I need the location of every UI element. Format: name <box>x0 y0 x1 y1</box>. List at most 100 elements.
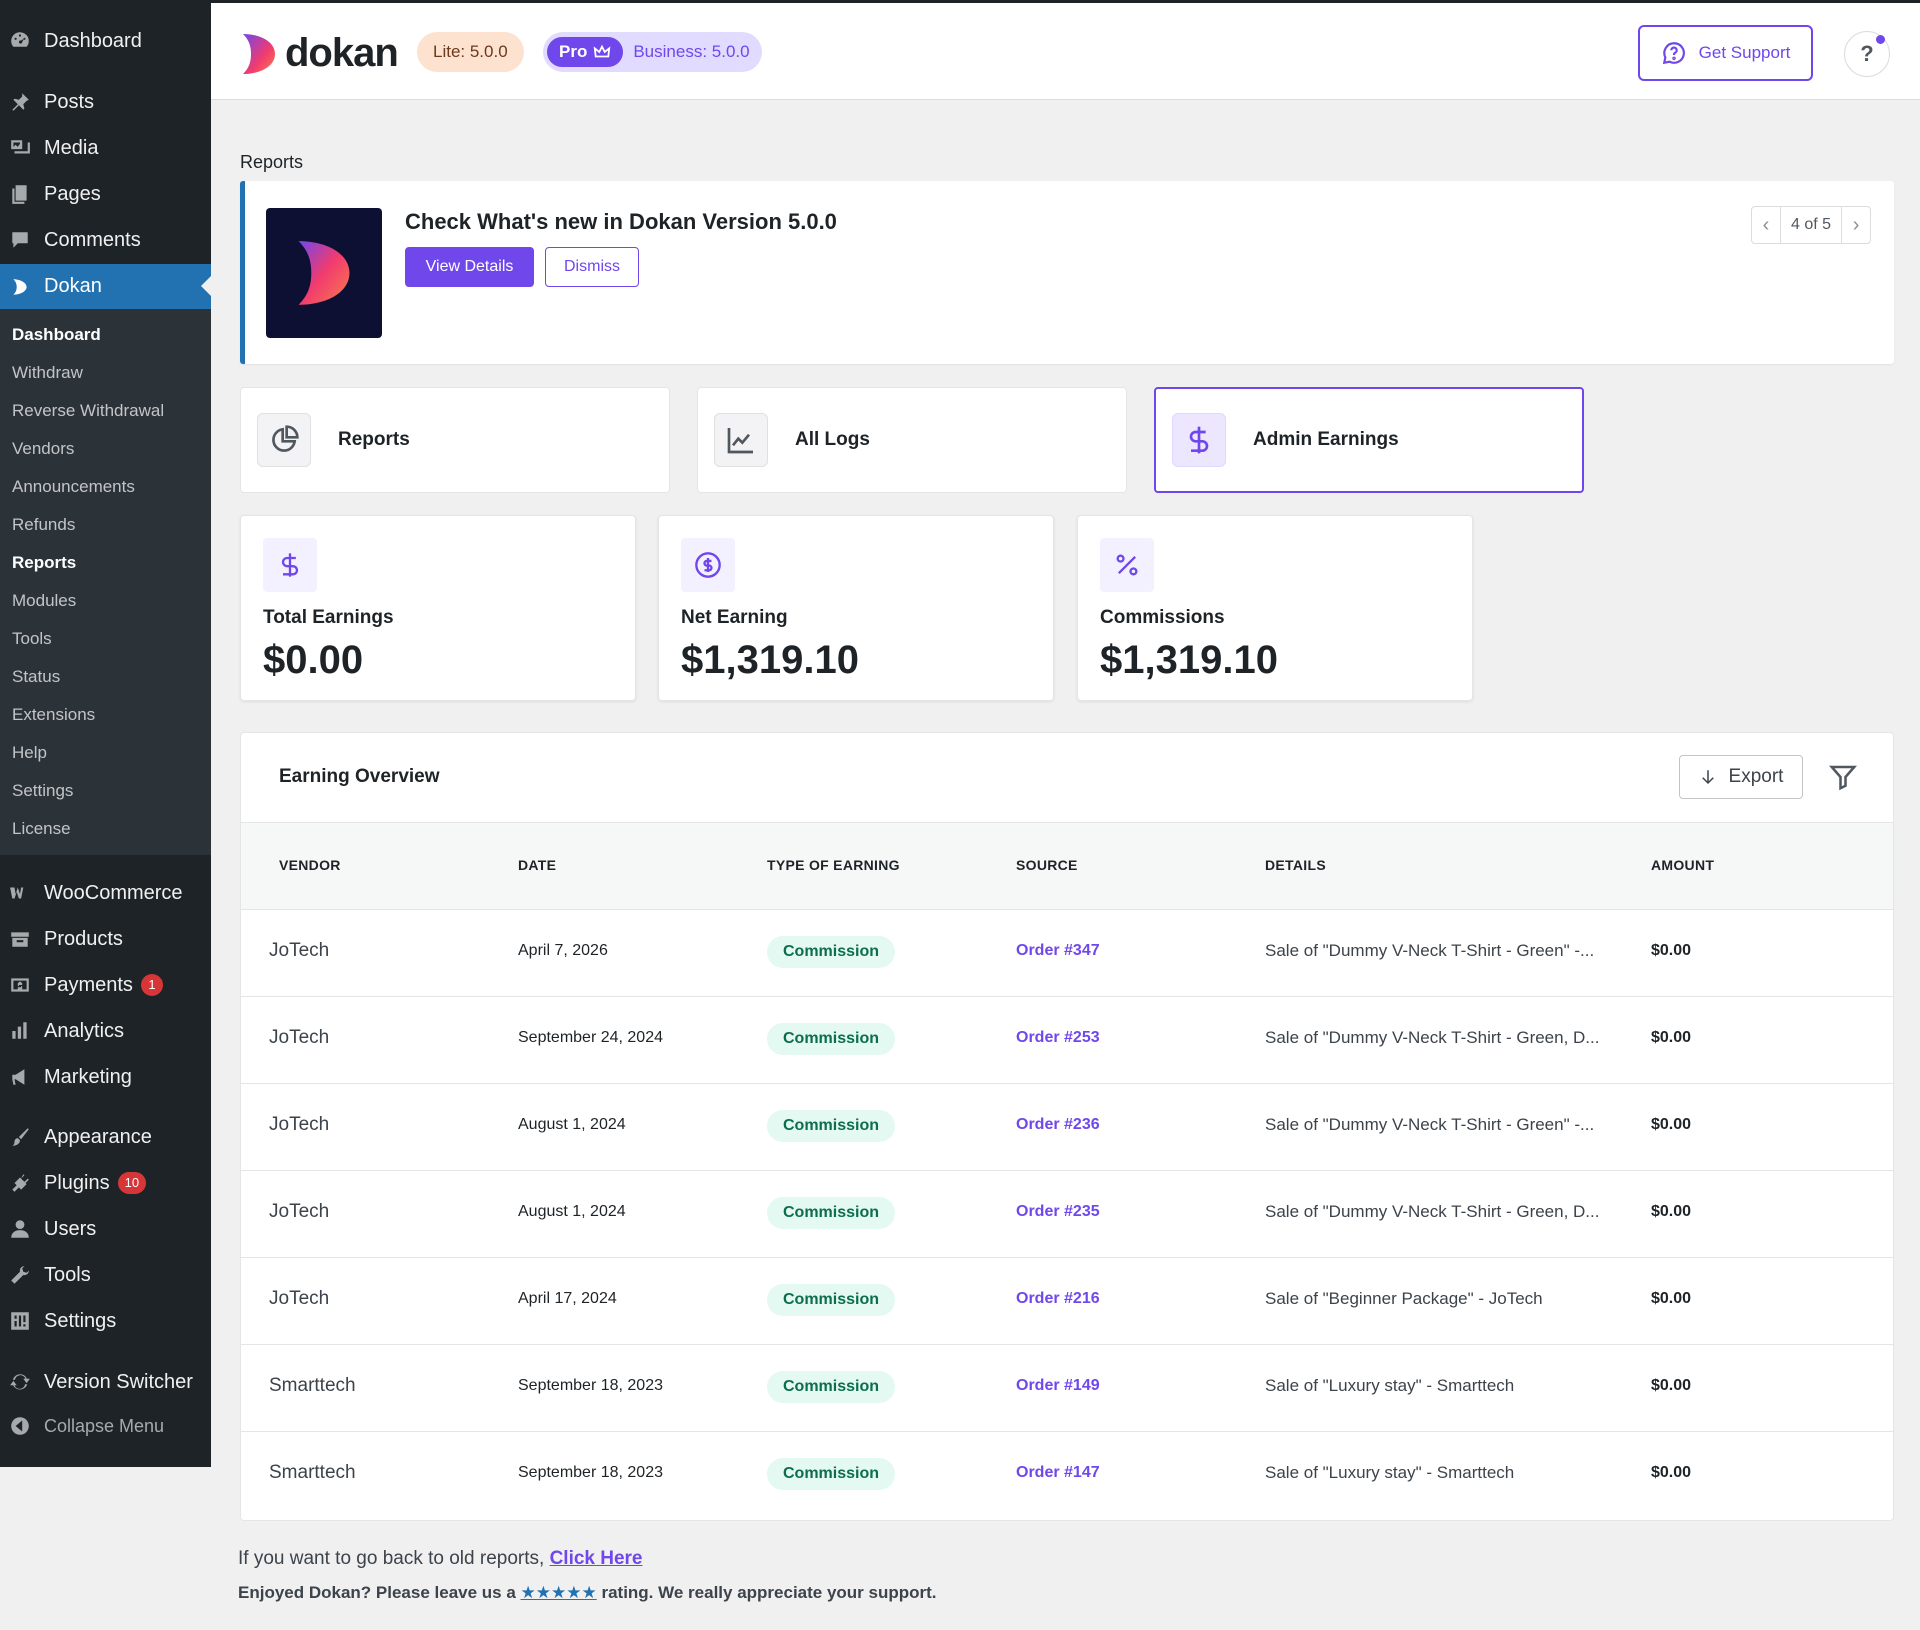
stat-value: $1,319.10 <box>681 638 859 682</box>
megaphone-icon <box>8 1065 32 1089</box>
filter-button[interactable] <box>1828 762 1858 792</box>
pages-icon <box>8 182 32 206</box>
prev-notice-button[interactable]: ‹ <box>1752 207 1780 243</box>
sidebar-item-label: Comments <box>44 228 141 251</box>
earning-type-badge: Commission <box>767 1284 896 1316</box>
submenu-announcements[interactable]: Announcements <box>12 477 135 496</box>
rating-stars-link[interactable]: ★★★★★ <box>520 1583 597 1602</box>
submenu-status[interactable]: Status <box>12 667 61 686</box>
order-link[interactable]: Order #149 <box>1016 1377 1100 1394</box>
order-link[interactable]: Order #147 <box>1016 1464 1100 1481</box>
cell-date: September 24, 2024 <box>518 1029 663 1046</box>
sidebar-item-label: Dokan <box>44 275 102 297</box>
sidebar-item-dashboard[interactable]: Dashboard <box>0 19 211 63</box>
sidebar-item-woocommerce[interactable]: WooCommerce <box>0 871 211 915</box>
earning-type-badge: Commission <box>767 1458 896 1490</box>
column-header-details[interactable]: DETAILS <box>1265 857 1326 873</box>
dokan-logo-icon <box>243 33 275 74</box>
get-support-label: Get Support <box>1698 43 1791 62</box>
dismiss-button[interactable]: Dismiss <box>545 247 639 287</box>
sidebar-item-dokan[interactable]: Dokan <box>0 264 211 309</box>
cell-amount: $0.00 <box>1651 1377 1692 1394</box>
sidebar-item-pages[interactable]: Pages <box>0 172 211 216</box>
order-link[interactable]: Order #347 <box>1016 942 1100 959</box>
column-header-type[interactable]: TYPE OF EARNING <box>767 857 900 873</box>
sidebar-item-posts[interactable]: Posts <box>0 80 211 124</box>
tab-reports[interactable]: Reports <box>240 387 670 493</box>
tab-label: Admin Earnings <box>1253 429 1399 450</box>
tab-admin-earnings[interactable]: Admin Earnings <box>1154 387 1584 493</box>
dokan-logo[interactable]: dokan <box>241 31 399 76</box>
submenu-reverse-withdrawal[interactable]: Reverse Withdrawal <box>12 401 165 420</box>
order-link[interactable]: Order #236 <box>1016 1116 1100 1133</box>
payments-icon <box>8 973 32 997</box>
submenu-refunds[interactable]: Refunds <box>12 515 76 534</box>
dollar-circle-icon <box>681 538 735 592</box>
column-header-amount[interactable]: AMOUNT <box>1651 857 1715 873</box>
cell-date: August 1, 2024 <box>518 1203 626 1220</box>
pin-icon <box>8 90 32 114</box>
payments-badge: 1 <box>140 974 163 996</box>
dokan-notice-logo <box>266 208 382 338</box>
sidebar-item-comments[interactable]: Comments <box>0 218 211 262</box>
view-details-button[interactable]: View Details <box>405 247 534 287</box>
get-support-button[interactable]: Get Support <box>1638 25 1813 81</box>
submenu-license[interactable]: License <box>12 819 71 838</box>
sidebar-item-label: Posts <box>44 90 95 113</box>
cell-date: August 1, 2024 <box>518 1116 626 1133</box>
sidebar-item-users[interactable]: Users <box>0 1207 211 1251</box>
submenu-help[interactable]: Help <box>12 743 47 762</box>
sidebar-item-version-switcher[interactable]: Version Switcher <box>0 1360 211 1404</box>
submenu-extensions[interactable]: Extensions <box>12 705 96 724</box>
chevron-right-icon: › <box>1852 213 1860 236</box>
sidebar-item-label: Appearance <box>44 1125 152 1148</box>
sidebar-item-label: Media <box>44 136 99 159</box>
business-label: Business: 5.0.0 <box>633 42 750 61</box>
column-header-vendor[interactable]: VENDOR <box>279 857 341 873</box>
sidebar-item-label: Dashboard <box>44 29 142 52</box>
media-icon <box>8 136 32 160</box>
order-link[interactable]: Order #216 <box>1016 1290 1100 1307</box>
earning-overview-panel: Earning Overview Export VENDOR DATE TYPE… <box>240 732 1894 1521</box>
sidebar-item-plugins[interactable]: Plugins 10 <box>0 1161 211 1205</box>
tab-all-logs[interactable]: All Logs <box>697 387 1127 493</box>
percent-icon <box>1100 538 1154 592</box>
submenu-vendors[interactable]: Vendors <box>12 439 75 458</box>
column-header-date[interactable]: DATE <box>518 857 557 873</box>
submenu-dashboard[interactable]: Dashboard <box>12 325 101 344</box>
submenu-tools[interactable]: Tools <box>12 629 52 648</box>
sidebar-item-payments[interactable]: Payments 1 <box>0 963 211 1007</box>
collapse-menu-button[interactable]: Collapse Menu <box>0 1404 211 1448</box>
export-button[interactable]: Export <box>1679 755 1803 799</box>
sidebar-item-products[interactable]: Products <box>0 917 211 961</box>
cell-vendor: JoTech <box>269 1201 330 1222</box>
submenu-withdraw[interactable]: Withdraw <box>12 363 83 382</box>
submenu-modules[interactable]: Modules <box>12 591 77 610</box>
cell-details: Sale of "Dummy V-Neck T-Shirt - Green, D… <box>1265 1028 1600 1047</box>
sidebar-item-analytics[interactable]: Analytics <box>0 1009 211 1053</box>
sidebar-item-appearance[interactable]: Appearance <box>0 1115 211 1159</box>
comments-icon <box>8 228 32 252</box>
column-header-source[interactable]: SOURCE <box>1016 857 1078 873</box>
submenu-reports[interactable]: Reports <box>12 553 77 572</box>
woocommerce-icon <box>8 881 32 905</box>
sidebar-item-media[interactable]: Media <box>0 126 211 170</box>
earning-type-badge: Commission <box>767 1110 896 1142</box>
old-reports-link[interactable]: Click Here <box>549 1548 643 1569</box>
table-row: JoTech April 17, 2024 Commission Order #… <box>241 1258 1893 1345</box>
pager-text: 4 of 5 <box>1780 207 1843 243</box>
cell-amount: $0.00 <box>1651 1029 1692 1046</box>
plugin-icon <box>8 1171 32 1195</box>
sidebar-item-marketing[interactable]: Marketing <box>0 1055 211 1099</box>
sidebar-item-tools[interactable]: Tools <box>0 1253 211 1297</box>
order-link[interactable]: Order #235 <box>1016 1203 1100 1220</box>
cell-details: Sale of "Dummy V-Neck T-Shirt - Green, D… <box>1265 1202 1600 1221</box>
order-link[interactable]: Order #253 <box>1016 1029 1100 1046</box>
table-row: JoTech August 1, 2024 Commission Order #… <box>241 1084 1893 1171</box>
table-header: VENDOR DATE TYPE OF EARNING SOURCE DETAI… <box>241 822 1893 910</box>
sidebar-item-label: Settings <box>44 1309 117 1332</box>
next-notice-button[interactable]: › <box>1842 207 1870 243</box>
page-title: Reports <box>240 152 304 172</box>
submenu-settings[interactable]: Settings <box>12 781 74 800</box>
sidebar-item-settings[interactable]: Settings <box>0 1299 211 1343</box>
